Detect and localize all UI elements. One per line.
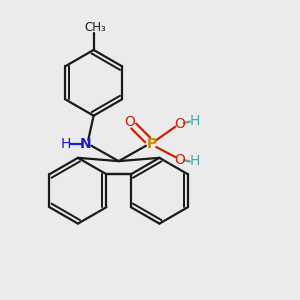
Text: H: H: [190, 114, 200, 128]
Text: O: O: [174, 153, 185, 166]
Text: O: O: [124, 115, 135, 129]
Text: P: P: [146, 137, 157, 151]
Text: H: H: [60, 137, 70, 151]
Text: H: H: [190, 154, 200, 168]
Text: O: O: [174, 116, 185, 130]
Text: N: N: [80, 137, 92, 151]
Text: CH₃: CH₃: [84, 21, 106, 34]
